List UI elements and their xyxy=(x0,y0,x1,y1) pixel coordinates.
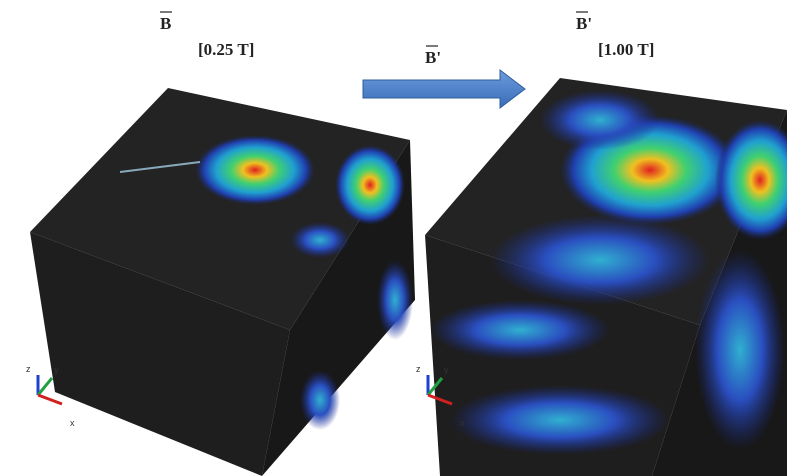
field-label: B xyxy=(160,14,171,33)
axis-label: y xyxy=(54,365,59,375)
axis-label: x xyxy=(460,418,465,428)
left-cube xyxy=(30,88,415,476)
axis-label: x xyxy=(70,418,75,428)
axis-label: z xyxy=(26,364,31,374)
axis-label: y xyxy=(444,365,449,375)
transition-arrow xyxy=(363,70,525,108)
axis-label: z xyxy=(416,364,421,374)
field-label: B' xyxy=(576,14,592,33)
field-value: [0.25 T] xyxy=(198,40,254,59)
figure: B [0.25 T] B' B' [1.00 T] z y x z y x xyxy=(0,0,787,476)
right-cube xyxy=(425,78,787,476)
transition-label: B' xyxy=(425,48,441,67)
field-value: [1.00 T] xyxy=(598,40,654,59)
